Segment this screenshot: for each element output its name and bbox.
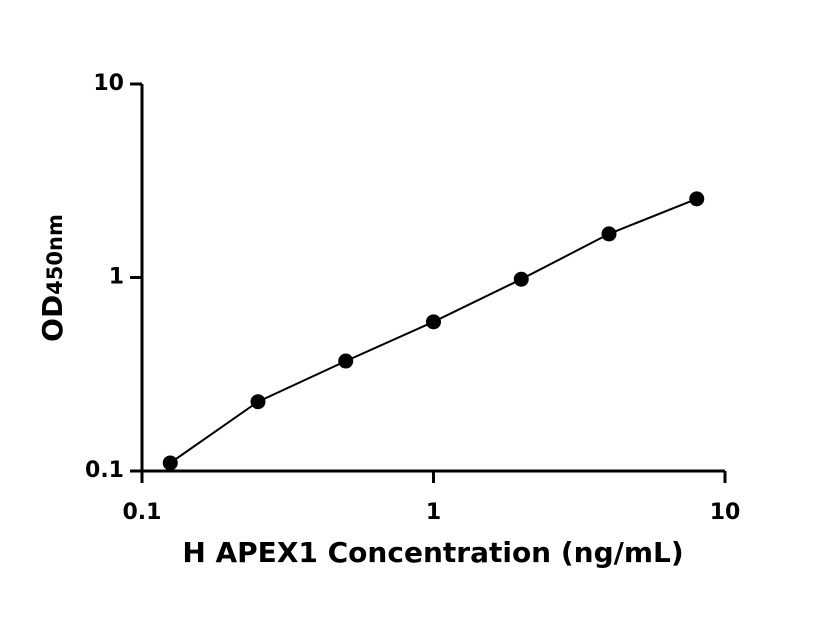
y-tick-label: 10 (93, 71, 124, 96)
data-point (338, 353, 354, 369)
y-tick-label: 0.1 (85, 458, 124, 483)
data-point (601, 226, 617, 242)
data-point (162, 455, 178, 471)
data-point (689, 191, 705, 207)
data-point (250, 394, 266, 410)
data-point (513, 271, 529, 287)
y-axis-title-main: OD (36, 295, 69, 342)
y-tick-label: 1 (109, 265, 124, 290)
x-tick-label: 10 (710, 500, 741, 525)
x-tick-label: 0.1 (123, 500, 162, 525)
y-axis-title-sub: 450nm (43, 214, 67, 295)
x-tick-label: 1 (426, 500, 441, 525)
fit-curve (169, 197, 698, 464)
x-axis-title: H APEX1 Concentration (ng/mL) (182, 536, 683, 569)
y-axis-title: OD450nm (36, 214, 69, 342)
data-point (426, 314, 441, 330)
